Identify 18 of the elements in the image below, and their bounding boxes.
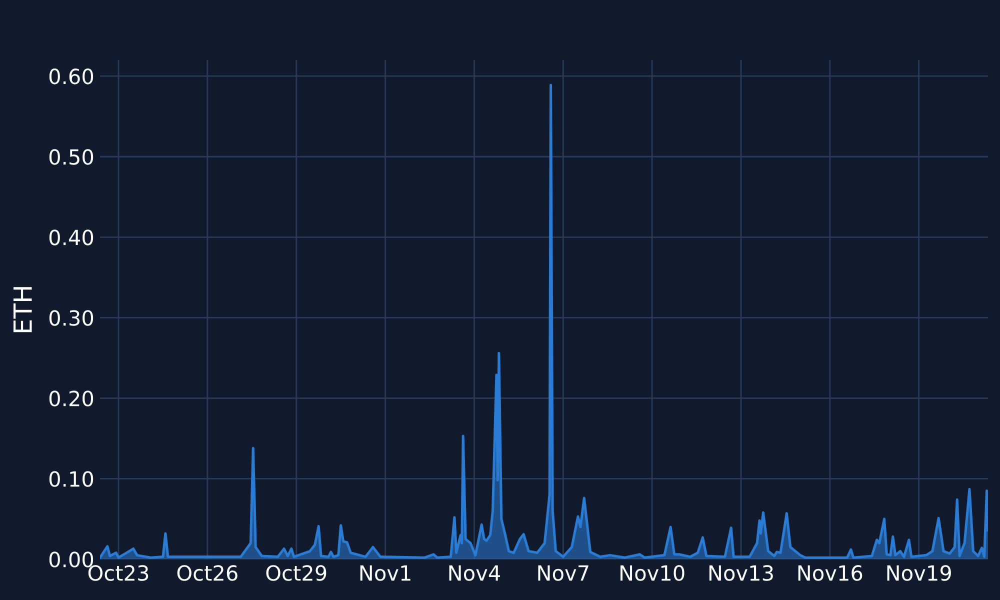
y-tick-label: 0.50 <box>49 149 94 165</box>
x-tick-label: Oct29 <box>266 565 326 581</box>
x-tick-label: Nov10 <box>620 565 684 581</box>
y-axis-title: ETH <box>14 287 32 332</box>
x-tick-label: Nov7 <box>538 565 588 581</box>
y-tick-label: 0.10 <box>49 471 94 487</box>
y-tick-label: 0.40 <box>49 230 94 246</box>
x-tick-label: Oct23 <box>88 565 148 581</box>
y-tick-label: 0.60 <box>49 68 94 84</box>
x-tick-label: Oct26 <box>177 565 238 581</box>
x-tick-label: Nov19 <box>887 565 951 581</box>
y-tick-label: 0.00 <box>49 552 94 568</box>
x-tick-label: Nov16 <box>798 565 862 581</box>
y-tick-label: 0.20 <box>49 390 94 406</box>
y-tick-label: 0.30 <box>49 310 94 326</box>
x-tick-label: Nov13 <box>709 565 773 581</box>
x-tick-label: Nov1 <box>360 565 410 581</box>
x-tick-label: Nov4 <box>449 565 500 581</box>
